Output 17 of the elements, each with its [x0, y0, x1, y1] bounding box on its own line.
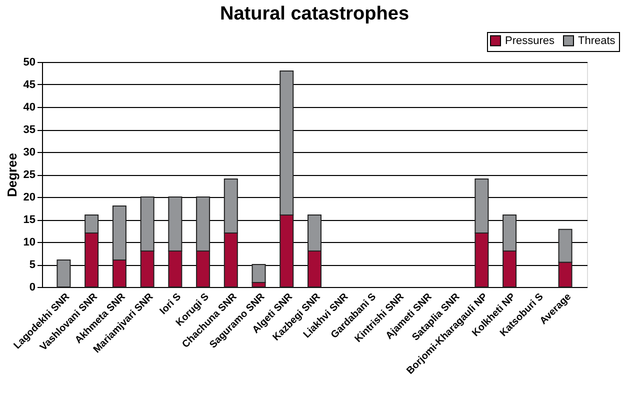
legend-label: Threats	[578, 34, 616, 47]
y-tick-label: 50	[23, 56, 36, 68]
bar	[56, 260, 71, 288]
x-tick-label: Iori S	[158, 291, 184, 317]
y-tick-label: 10	[23, 236, 36, 248]
y-tick-label: 35	[23, 124, 36, 136]
y-tick-label: 45	[23, 79, 36, 91]
chart-title: Natural catastrophes	[220, 4, 410, 24]
y-tick-label: 5	[29, 259, 36, 271]
y-axis-title: Degree	[4, 152, 20, 198]
y-tick-label: 15	[23, 214, 36, 226]
y-tick-label: 25	[23, 169, 36, 181]
y-tick-label: 20	[23, 192, 36, 204]
legend-label: Pressures	[505, 34, 556, 47]
y-tick-label: 0	[29, 282, 36, 294]
y-tick-label: 30	[23, 146, 36, 158]
y-tick-label: 40	[23, 102, 36, 114]
